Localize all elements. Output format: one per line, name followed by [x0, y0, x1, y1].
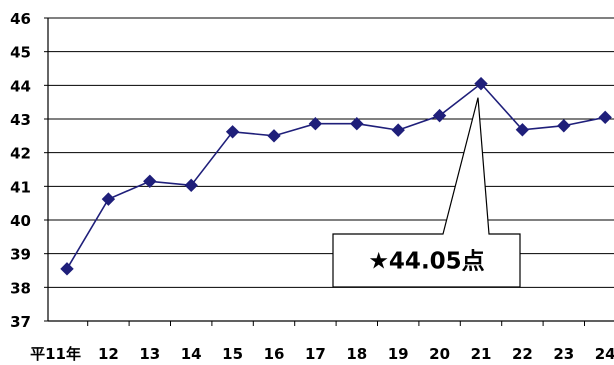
- axes: [47, 18, 614, 322]
- y-axis-tick-labels: 37 38 39 40 41 42 43 44 45 46: [10, 10, 48, 331]
- x-tick-label: 14: [181, 345, 202, 363]
- x-tick-label: 平11年: [30, 345, 81, 363]
- x-tick-label: 21: [471, 345, 492, 363]
- callout-label: ★44.05点: [368, 249, 484, 275]
- data-point-12: [101, 192, 116, 206]
- data-point-21: [474, 76, 488, 91]
- series-line: [66, 82, 606, 270]
- x-tick-label: 19: [388, 345, 409, 363]
- data-point-平11年: [60, 262, 74, 276]
- data-point-24: [598, 110, 612, 125]
- x-tick-label: 18: [346, 345, 367, 363]
- x-tick-label: 12: [98, 345, 119, 363]
- x-axis-tick-labels: 平11年 12 13 14 15 16 17 18 19 20 21 22 23 24: [30, 321, 614, 363]
- data-point-23: [557, 119, 571, 133]
- x-tick-label: 17: [305, 345, 326, 363]
- y-tick-label: 38: [10, 279, 31, 297]
- x-tick-label: 13: [139, 345, 160, 363]
- data-point-14: [184, 178, 198, 193]
- data-point-20: [432, 108, 447, 123]
- data-markers: [60, 76, 612, 276]
- annotation-callout: ★44.05点: [332, 97, 521, 288]
- y-tick-label: 45: [10, 44, 31, 62]
- x-tick-label: 15: [222, 345, 243, 363]
- x-tick-label: 23: [553, 345, 574, 363]
- data-point-17: [308, 117, 323, 131]
- x-tick-label: 22: [512, 345, 533, 363]
- data-point-16: [267, 129, 281, 143]
- x-tick-label: 16: [264, 345, 285, 363]
- y-tick-label: 43: [10, 111, 31, 129]
- y-tick-label: 44: [10, 77, 31, 95]
- gridlines: [48, 17, 614, 322]
- data-point-18: [350, 117, 364, 131]
- y-tick-label: 40: [10, 212, 31, 230]
- data-point-22: [515, 123, 530, 137]
- y-tick-label: 41: [10, 178, 31, 196]
- y-tick-label: 39: [10, 246, 31, 264]
- callout-box: [332, 97, 521, 288]
- x-tick-label: 20: [429, 345, 450, 363]
- data-point-15: [225, 125, 240, 139]
- data-point-13: [143, 174, 157, 188]
- x-tick-label: 24: [595, 345, 614, 363]
- y-tick-label: 37: [10, 313, 31, 331]
- y-tick-label: 42: [10, 145, 31, 163]
- y-tick-label: 46: [10, 10, 31, 28]
- data-point-19: [391, 123, 405, 137]
